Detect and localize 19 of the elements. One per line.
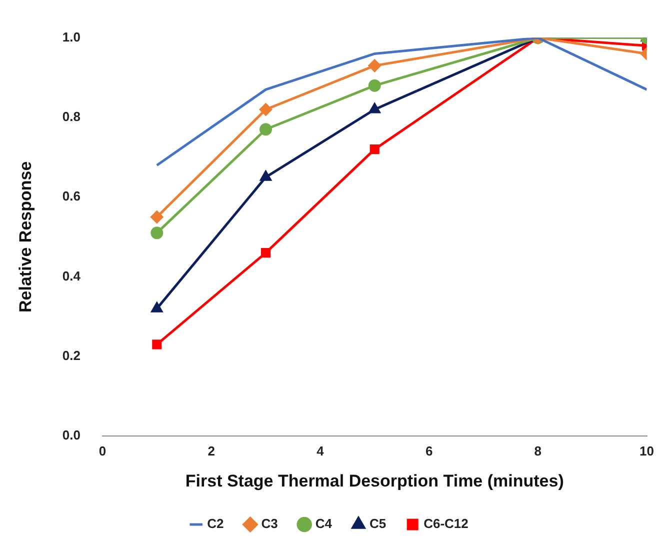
y-tick-label: 0.2 <box>62 348 80 363</box>
legend-label: C5 <box>369 516 386 532</box>
x-tick-label: 8 <box>534 443 542 458</box>
y-tick-label: 1.0 <box>62 29 80 44</box>
legend-label: C3 <box>261 516 278 532</box>
legend-label: C2 <box>207 516 224 532</box>
x-tick-label: 0 <box>98 443 106 458</box>
legend-label: C4 <box>315 516 333 532</box>
x-tick-label: 6 <box>425 443 433 458</box>
y-axis-title: Relative Response <box>16 161 35 312</box>
y-tick-label: 0.4 <box>62 268 82 284</box>
y-tick-label: 0.6 <box>62 188 80 204</box>
y-tick-label: 0.8 <box>62 109 80 124</box>
y-tick-label: 0.0 <box>62 428 80 443</box>
x-tick-label: 2 <box>208 443 215 458</box>
x-axis-title: First Stage Thermal Desorption Time (minutes) <box>185 471 564 490</box>
x-tick-label: 10 <box>640 443 654 458</box>
legend-label: C6-C12 <box>424 516 468 532</box>
x-tick-label: 4 <box>316 443 325 458</box>
